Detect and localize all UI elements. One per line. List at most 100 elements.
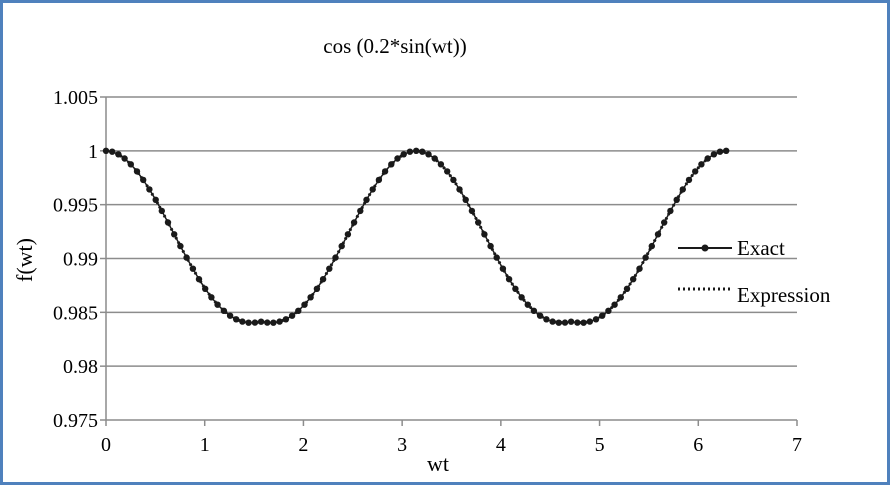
exact-data-point [406,148,414,155]
exact-data-point [350,219,358,226]
exact-data-point [400,151,407,158]
exact-data-point [375,176,383,184]
exact-data-point [499,265,507,272]
exact-data-point [555,319,562,326]
y-tick-label: 0.99 [63,249,98,271]
x-tick-label: 0 [101,434,111,456]
exact-data-point [450,176,457,184]
exact-data-point [518,294,525,301]
exact-data-point [195,276,203,283]
exact-data-point [208,294,215,301]
exact-data-point [524,301,531,308]
exact-data-point [698,161,705,168]
y-tick-label: 1 [88,141,98,163]
exact-data-point [654,231,662,238]
exact-data-point [574,319,581,326]
axes [100,96,798,426]
exact-data-point [295,307,302,314]
exact-data-point [493,254,500,261]
exact-series-line [105,150,727,324]
exact-data-point [462,196,469,203]
exact-data-point [239,318,246,325]
series-group [102,147,730,326]
chart-title: cos (0.2*sin(wt)) [323,34,466,58]
exact-data-point [567,318,575,325]
exact-data-point [251,319,259,326]
exact-data-point [127,161,134,168]
exact-data-point [444,168,451,175]
exact-data-point [623,285,631,292]
y-tick-label: 1.005 [53,87,98,109]
exact-data-point [264,319,271,326]
expression-series-line [105,149,727,325]
exact-data-point [301,301,308,308]
exact-data-point [636,265,643,272]
exact-data-point [202,285,209,292]
tick-labels: 0.975 0.98 0.985 0.99 0.995 1 1.005 0 1 2 3 4 5 6 7 [53,87,802,456]
exact-data-point [102,147,110,154]
exact-data-point [226,312,234,319]
exact-data-point [319,276,327,283]
x-axis-label: wt [427,451,449,476]
exact-data-point [710,151,718,158]
exact-data-point [189,265,197,272]
exact-data-point [276,318,283,325]
x-tick-label: 7 [792,434,802,456]
exact-data-point [648,242,655,250]
exact-data-point [152,196,159,203]
exact-data-point [536,312,544,319]
exact-data-point [630,276,637,283]
exact-data-point [685,176,693,184]
exact-data-point [332,254,339,261]
exact-data-point [512,285,519,292]
exact-data-point [133,168,141,175]
exact-data-point [344,231,352,238]
legend-exact-label: Exact [737,236,785,260]
exact-data-point [369,186,376,193]
exact-data-point [425,151,432,158]
exact-data-point [121,155,128,162]
legend-exact-marker [701,244,709,252]
exact-data-point [177,242,184,250]
exact-data-point [270,319,277,326]
exact-data-point [716,148,724,155]
exact-data-point [431,155,438,162]
exact-data-point [233,316,240,323]
exact-data-point [723,147,730,154]
y-tick-label: 0.98 [63,356,98,378]
x-tick-label: 2 [298,434,308,456]
exact-data-point [220,307,228,314]
exact-data-point [394,155,401,162]
exact-data-point [164,219,172,226]
gridlines [106,96,797,367]
exact-data-point [307,294,314,301]
exact-data-point [530,307,538,314]
legend-expression-label: Expression [737,283,831,307]
x-tick-label: 1 [200,434,210,456]
exact-data-point [109,148,116,155]
exact-data-point [183,254,190,261]
exact-data-point [586,318,593,325]
exact-data-point [363,196,370,203]
exact-data-point [599,312,606,319]
x-tick-label: 5 [595,434,605,456]
exact-data-point [611,301,618,308]
exact-data-point [326,265,333,272]
exact-data-point [561,319,569,326]
exact-data-point [481,231,488,238]
exact-data-point [673,196,680,203]
exact-data-point [679,186,686,193]
exact-data-point [313,285,321,292]
exact-data-point [357,207,364,215]
exact-data-point [146,186,153,193]
exact-data-point [642,254,649,261]
exact-data-point [692,168,699,175]
y-tick-label: 0.985 [53,302,98,324]
exact-data-point [667,207,674,215]
legend: Exact Expression [678,236,831,307]
exact-data-point [158,207,165,215]
x-tick-label: 6 [693,434,703,456]
exact-data-point [592,316,600,323]
exact-data-point [475,219,482,226]
